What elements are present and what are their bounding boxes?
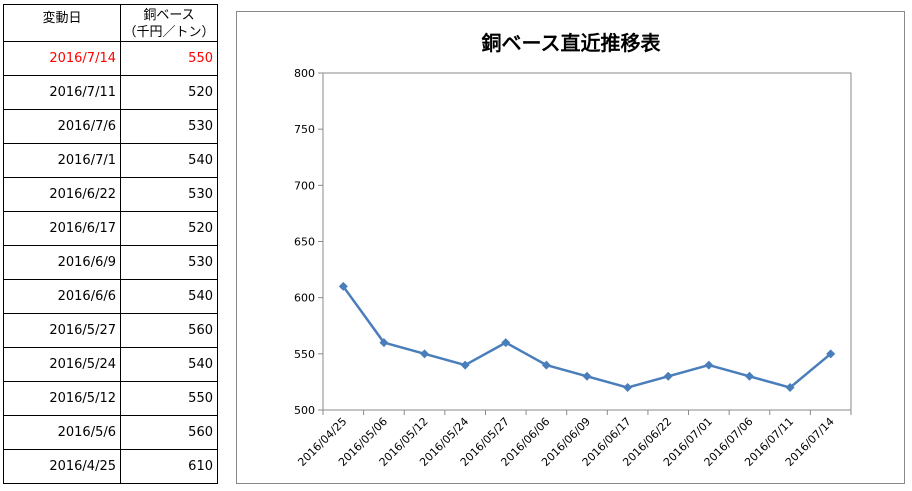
y-tick-label: 550 — [294, 348, 315, 361]
price-table: 変動日 銅ベース （千円／トン） 2016/7/14 550 2016/7/11 52… — [3, 4, 218, 484]
cell-date: 2016/6/6 — [3, 279, 121, 314]
table-row: 2016/7/14 550 — [3, 41, 218, 76]
cell-price: 540 — [120, 347, 218, 382]
data-point-marker — [704, 360, 714, 370]
cell-date: 2016/7/11 — [3, 75, 121, 110]
cell-price: 560 — [120, 415, 218, 450]
table-header-row: 変動日 銅ベース （千円／トン） — [3, 4, 218, 42]
table-row: 2016/7/6 530 — [3, 109, 218, 144]
y-tick-label: 500 — [294, 404, 315, 417]
y-tick-label: 650 — [294, 236, 315, 249]
data-point-marker — [744, 371, 754, 381]
chart-title: 銅ベース直近推移表 — [482, 31, 662, 55]
cell-date: 2016/7/6 — [3, 109, 121, 144]
cell-price: 530 — [120, 177, 218, 212]
line-chart: 銅ベース直近推移表 5005506006507007508002016/04/2… — [294, 31, 852, 469]
y-tick-label: 700 — [294, 179, 315, 192]
table-row: 2016/6/9 530 — [3, 245, 218, 280]
data-point-marker — [338, 281, 348, 291]
cell-price: 560 — [120, 313, 218, 348]
cell-date: 2016/5/24 — [3, 347, 121, 382]
data-point-marker — [501, 338, 511, 348]
cell-price: 530 — [120, 109, 218, 144]
data-point-marker — [420, 349, 430, 359]
header-price: 銅ベース （千円／トン） — [120, 4, 218, 42]
y-tick-label: 800 — [294, 67, 315, 80]
cell-price: 530 — [120, 245, 218, 280]
plot-area-border — [322, 72, 852, 411]
table-row: 2016/6/6 540 — [3, 279, 218, 314]
data-point-marker — [379, 338, 389, 348]
cell-date: 2016/5/6 — [3, 415, 121, 450]
cell-date: 2016/7/14 — [3, 41, 121, 76]
header-date: 変動日 — [3, 4, 121, 42]
cell-price: 520 — [120, 211, 218, 246]
header-price-line2: （千円／トン） — [123, 25, 215, 40]
cell-date: 2016/4/25 — [3, 449, 121, 484]
table-row: 2016/7/11 520 — [3, 75, 218, 110]
table-row: 2016/7/1 540 — [3, 143, 218, 178]
table-body: 2016/7/14 550 2016/7/11 520 2016/7/6 530 2016/… — [3, 41, 218, 484]
table-row: 2016/6/22 530 — [3, 177, 218, 212]
cell-date: 2016/5/27 — [3, 313, 121, 348]
chart-area: 銅ベース直近推移表 500 550 600 650 700 750 800 2016/04/2… — [236, 11, 905, 484]
table-row: 2016/5/12 550 — [3, 381, 218, 416]
cell-date: 2016/6/17 — [3, 211, 121, 246]
data-point-marker — [826, 349, 836, 359]
cell-price: 550 — [120, 41, 218, 76]
cell-date: 2016/7/1 — [3, 143, 121, 178]
table-row: 2016/6/17 520 — [3, 211, 218, 246]
cell-date: 2016/6/22 — [3, 177, 121, 212]
data-point-marker — [541, 360, 551, 370]
data-point-marker — [582, 371, 592, 381]
data-point-marker — [785, 383, 795, 393]
cell-price: 610 — [120, 449, 218, 484]
cell-price: 550 — [120, 381, 218, 416]
table-row: 2016/4/25 610 — [3, 449, 218, 484]
data-point-marker — [460, 360, 470, 370]
table-row: 2016/5/6 560 — [3, 415, 218, 450]
cell-price: 540 — [120, 279, 218, 314]
table-row: 2016/5/27 560 — [3, 313, 218, 348]
cell-price: 520 — [120, 75, 218, 110]
y-tick-label: 600 — [294, 292, 315, 305]
y-tick-label: 750 — [294, 123, 315, 136]
cell-date: 2016/6/9 — [3, 245, 121, 280]
data-point-marker — [663, 371, 673, 381]
table-row: 2016/5/24 540 — [3, 347, 218, 382]
cell-price: 540 — [120, 143, 218, 178]
cell-date: 2016/5/12 — [3, 381, 121, 416]
header-price-line1: 銅ベース — [143, 8, 195, 23]
data-point-marker — [623, 383, 633, 393]
